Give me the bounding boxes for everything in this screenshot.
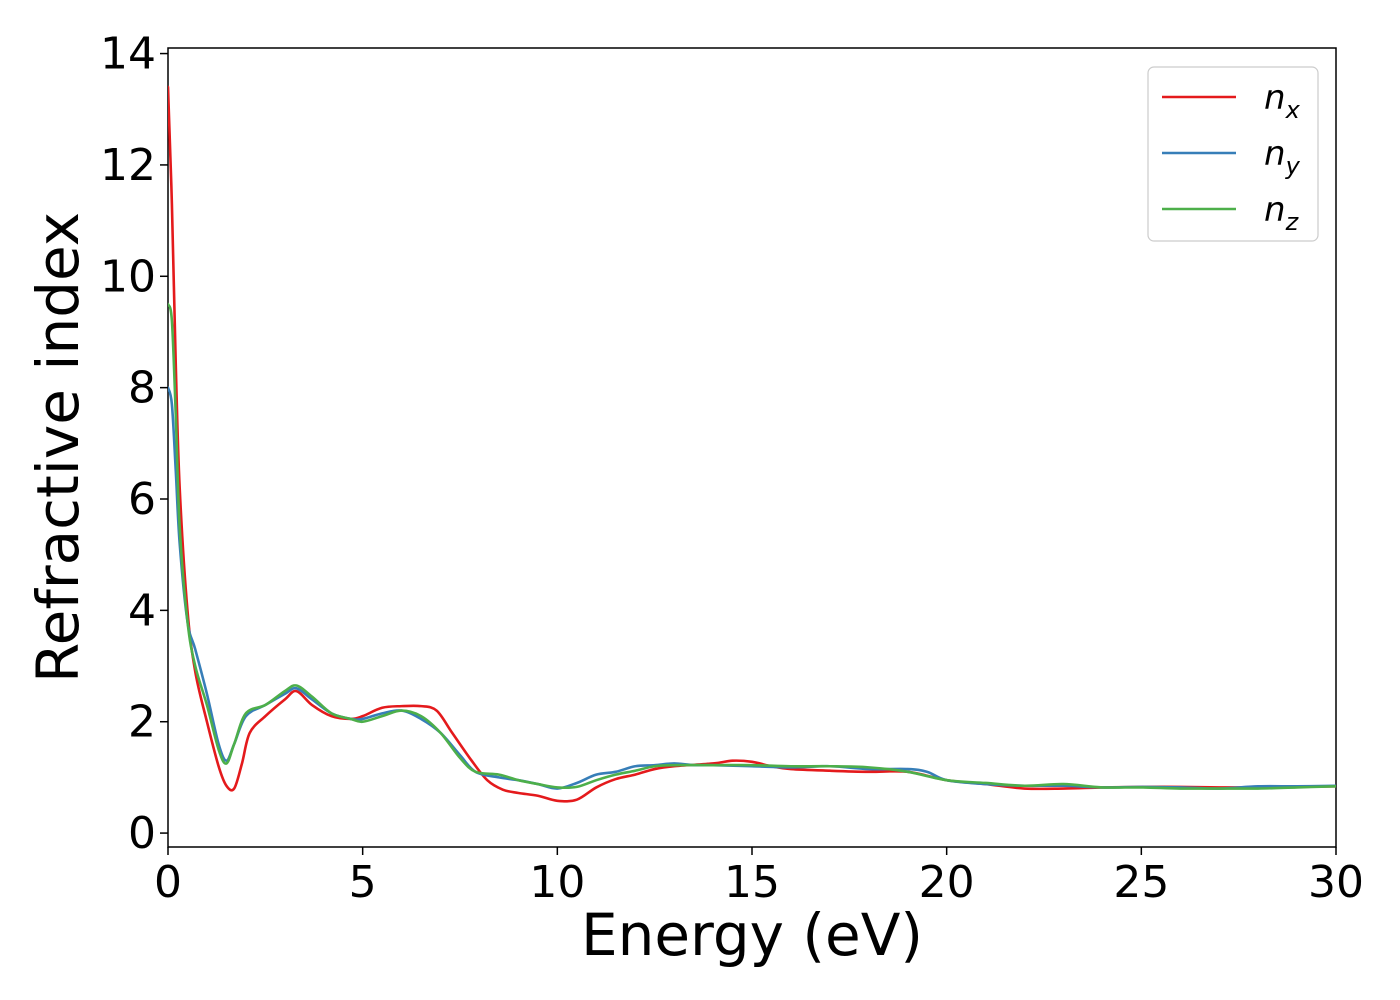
y-tick-label: 2 bbox=[128, 697, 156, 748]
series-line-nz bbox=[168, 302, 1336, 790]
x-tick-label: 20 bbox=[919, 857, 975, 908]
legend-item-ny: ny bbox=[1162, 134, 1301, 180]
y-axis-title: Refractive index bbox=[24, 212, 92, 683]
x-tick-label: 10 bbox=[529, 857, 585, 908]
x-tick-label: 5 bbox=[349, 857, 377, 908]
x-tick-label: 0 bbox=[154, 857, 182, 908]
legend: nx ny nz bbox=[1147, 66, 1319, 242]
series-layer bbox=[168, 85, 1336, 803]
legend-item-nx: nx bbox=[1162, 78, 1301, 124]
x-tick-label: 30 bbox=[1308, 857, 1364, 908]
y-tick-label: 6 bbox=[128, 474, 156, 525]
legend-label: ny bbox=[1264, 134, 1301, 180]
y-tick-label: 8 bbox=[128, 363, 156, 414]
y-tick-label: 12 bbox=[100, 140, 156, 191]
y-tick-label: 0 bbox=[128, 808, 156, 859]
x-tick-label: 25 bbox=[1113, 857, 1169, 908]
legend-label: nz bbox=[1264, 190, 1300, 236]
y-axis-ticks: 0 2 4 6 8 10 12 14 bbox=[100, 29, 168, 859]
legend-item-nz: nz bbox=[1162, 190, 1300, 236]
x-axis-title: Energy (eV) bbox=[581, 901, 923, 969]
x-tick-label: 15 bbox=[724, 857, 780, 908]
y-tick-label: 4 bbox=[128, 585, 156, 636]
series-line-ny bbox=[168, 386, 1336, 790]
x-axis-ticks: 0 5 10 15 20 25 30 bbox=[154, 847, 1364, 908]
y-tick-label: 14 bbox=[100, 29, 156, 80]
legend-label: nx bbox=[1264, 78, 1301, 124]
y-tick-label: 10 bbox=[100, 251, 156, 302]
